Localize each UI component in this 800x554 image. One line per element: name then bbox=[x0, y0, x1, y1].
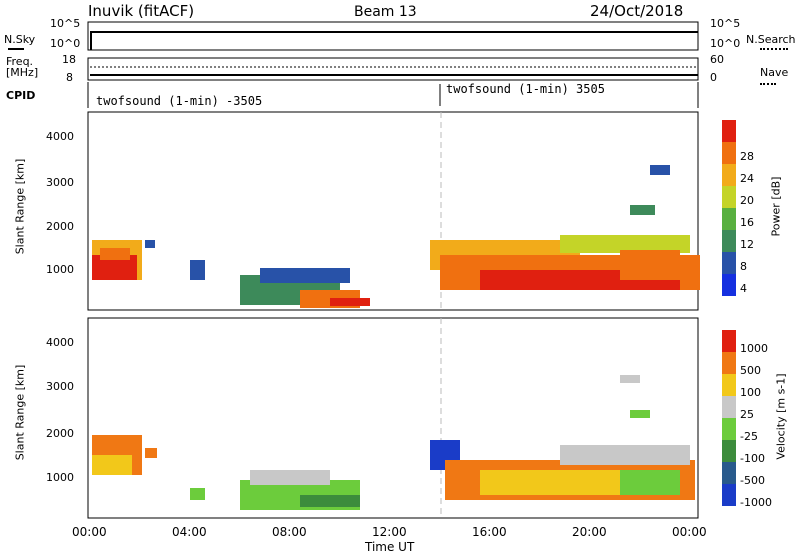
nsky-label: N.Sky bbox=[4, 33, 36, 46]
power-scatter-patch bbox=[100, 248, 130, 260]
cpid-program-right: twofsound (1-min) 3505 bbox=[446, 82, 605, 96]
xtick-2: 08:00 bbox=[272, 525, 307, 539]
nsearch-tick-top: 10^5 bbox=[710, 17, 741, 30]
power-colorbar-swatch bbox=[722, 164, 736, 186]
power-scatter-patch bbox=[560, 235, 690, 253]
xtick-1: 04:00 bbox=[172, 525, 207, 539]
power-scatter-patch bbox=[260, 268, 350, 283]
power-colorbar-tick: 20 bbox=[740, 194, 754, 207]
velocity-colorbar-tick: -1000 bbox=[740, 496, 772, 509]
velocity-colorbar-swatch bbox=[722, 462, 736, 484]
power-colorbar-swatch bbox=[722, 120, 736, 142]
nsky-tick-bottom: 10^0 bbox=[50, 37, 81, 50]
velocity-scatter-patch bbox=[250, 470, 330, 485]
velocity-colorbar-swatch bbox=[722, 330, 736, 352]
velocity-colorbar-swatch bbox=[722, 440, 736, 462]
velocity-scatter-patch bbox=[560, 445, 690, 465]
xtick-3: 12:00 bbox=[372, 525, 407, 539]
power-scatter-patch bbox=[330, 298, 370, 306]
nave-tick-top: 60 bbox=[710, 53, 724, 66]
freq-tick-bottom: 8 bbox=[66, 71, 73, 84]
velocity-scatter-patch bbox=[620, 470, 680, 495]
power-colorbar-swatch bbox=[722, 142, 736, 164]
velocity-scatter-patch bbox=[620, 375, 640, 383]
velocity-colorbar-swatch bbox=[722, 352, 736, 374]
velocity-ytick-2000: 2000 bbox=[46, 427, 74, 440]
station-title: Inuvik (fitACF) bbox=[88, 2, 195, 20]
velocity-colorbar-tick: 100 bbox=[740, 386, 761, 399]
power-colorbar-swatch bbox=[722, 208, 736, 230]
velocity-ytick-1000: 1000 bbox=[46, 471, 74, 484]
velocity-ytick-4000: 4000 bbox=[46, 336, 74, 349]
velocity-ytick-3000: 3000 bbox=[46, 380, 74, 393]
velocity-colorbar-tick: -25 bbox=[740, 430, 758, 443]
power-colorbar-swatch bbox=[722, 252, 736, 274]
velocity-scatter-patch bbox=[92, 455, 132, 475]
power-colorbar-tick: 8 bbox=[740, 260, 747, 273]
nsearch-label: N.Search bbox=[746, 33, 796, 46]
xtick-5: 20:00 bbox=[572, 525, 607, 539]
beam-title: Beam 13 bbox=[354, 4, 417, 20]
freq-tick-top: 18 bbox=[62, 53, 76, 66]
velocity-colorbar-tick: -100 bbox=[740, 452, 765, 465]
velocity-colorbar-swatch bbox=[722, 484, 736, 506]
nave-tick-bottom: 0 bbox=[710, 71, 717, 84]
velocity-colorbar-tick: 25 bbox=[740, 408, 754, 421]
nsearch-tick-bottom: 10^0 bbox=[710, 37, 741, 50]
power-scatter-patch bbox=[650, 165, 670, 175]
freq-panel-frame bbox=[87, 57, 699, 81]
velocity-colorbar-swatch bbox=[722, 396, 736, 418]
nsky-tick-top: 10^5 bbox=[50, 17, 81, 30]
power-panel-frame bbox=[87, 111, 699, 311]
power-colorbar-tick: 12 bbox=[740, 238, 754, 251]
velocity-scatter-patch bbox=[300, 495, 360, 507]
power-colorbar-tick: 16 bbox=[740, 216, 754, 229]
velocity-scatter-patch bbox=[190, 488, 205, 500]
velocity-scatter-patch bbox=[630, 410, 650, 418]
xtick-0: 00:00 bbox=[72, 525, 107, 539]
velocity-scatter-patch bbox=[145, 448, 157, 458]
power-colorbar-swatch bbox=[722, 274, 736, 296]
power-colorbar-tick: 28 bbox=[740, 150, 754, 163]
cpid-program-left: twofsound (1-min) -3505 bbox=[96, 94, 263, 108]
power-ytick-4000: 4000 bbox=[46, 130, 74, 143]
velocity-colorbar-swatch bbox=[722, 374, 736, 396]
velocity-colorbar-tick: 1000 bbox=[740, 342, 768, 355]
power-ytick-3000: 3000 bbox=[46, 176, 74, 189]
xtick-4: 16:00 bbox=[472, 525, 507, 539]
power-colorbar-tick: 24 bbox=[740, 172, 754, 185]
nave-label: Nave bbox=[760, 66, 789, 79]
cpid-label: CPID bbox=[6, 89, 36, 102]
power-colorbar-swatch bbox=[722, 230, 736, 252]
power-ytick-1000: 1000 bbox=[46, 263, 74, 276]
power-ytick-2000: 2000 bbox=[46, 220, 74, 233]
velocity-colorbar-swatch bbox=[722, 418, 736, 440]
x-axis-label: Time UT bbox=[365, 540, 415, 554]
freq-label-1: Freq. bbox=[6, 55, 34, 68]
freq-label-2: [MHz] bbox=[6, 66, 39, 79]
nsky-panel-frame bbox=[87, 21, 699, 51]
power-scatter-patch bbox=[620, 250, 680, 280]
nsky-line-legend bbox=[8, 48, 24, 50]
power-scatter-patch bbox=[190, 260, 205, 280]
date-title: 24/Oct/2018 bbox=[590, 2, 684, 20]
nsearch-line-legend bbox=[760, 48, 788, 50]
velocity-colorbar-tick: -500 bbox=[740, 474, 765, 487]
xtick-6: 00:00 bbox=[672, 525, 707, 539]
velocity-colorbar-tick: 500 bbox=[740, 364, 761, 377]
velocity-panel-frame bbox=[87, 317, 699, 519]
power-colorbar-tick: 4 bbox=[740, 282, 747, 295]
power-scatter-patch bbox=[630, 205, 655, 215]
nave-line-legend bbox=[760, 83, 776, 85]
power-scatter-patch bbox=[145, 240, 155, 248]
power-colorbar-swatch bbox=[722, 186, 736, 208]
